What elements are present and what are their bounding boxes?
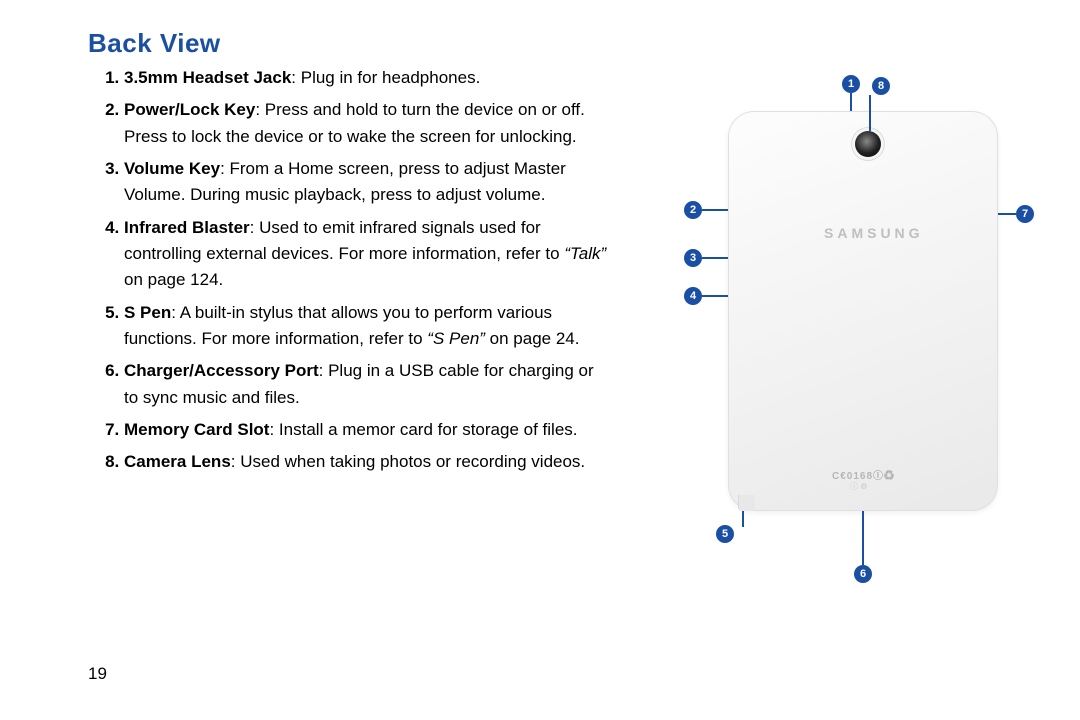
callout-lead (742, 511, 744, 527)
feature-term: Camera Lens (124, 452, 231, 471)
callout-number: 5 (716, 525, 734, 543)
feature-desc: on page 124. (124, 270, 223, 289)
feature-term: Charger/Accessory Port (124, 361, 319, 380)
cross-reference: “Talk” (564, 244, 606, 263)
feature-desc: : Plug in for headphones. (291, 68, 480, 87)
callout-lead (998, 213, 1016, 215)
callout-number: 7 (1016, 205, 1034, 223)
feature-item: Power/Lock Key: Press and hold to turn t… (124, 97, 608, 150)
device-back (728, 111, 998, 511)
callout-lead (869, 95, 871, 131)
feature-item: S Pen: A built-in stylus that allows you… (124, 300, 608, 353)
feature-term: Volume Key (124, 159, 220, 178)
callout-number: 1 (842, 75, 860, 93)
callout-number: 8 (872, 77, 890, 95)
callout-number: 6 (854, 565, 872, 583)
feature-term: 3.5mm Headset Jack (124, 68, 291, 87)
feature-item: Infrared Blaster: Used to emit infrared … (124, 215, 608, 294)
callout-lead (702, 257, 728, 259)
callout-number: 4 (684, 287, 702, 305)
feature-term: Memory Card Slot (124, 420, 269, 439)
camera-lens-icon (855, 131, 881, 157)
feature-list: 3.5mm Headset Jack: Plug in for headphon… (88, 65, 608, 476)
feature-item: Volume Key: From a Home screen, press to… (124, 156, 608, 209)
feature-item: Camera Lens: Used when taking photos or … (124, 449, 608, 475)
feature-term: Power/Lock Key (124, 100, 255, 119)
callout-number: 2 (684, 201, 702, 219)
content-columns: 3.5mm Headset Jack: Plug in for headphon… (88, 65, 1040, 665)
feature-desc: : Install a memor card for storage of fi… (269, 420, 577, 439)
feature-term: Infrared Blaster (124, 218, 250, 237)
callout-lead (862, 511, 864, 565)
feature-item: 3.5mm Headset Jack: Plug in for headphon… (124, 65, 608, 91)
page-number: 19 (88, 664, 107, 684)
device-diagram: SAMSUNG C€0168Ⓘ♻ⓘ ⚙ 18 2 3 4 7 5 6 (618, 65, 1038, 665)
manual-page: Back View 3.5mm Headset Jack: Plug in fo… (0, 0, 1080, 720)
callout-lead (850, 93, 852, 111)
text-column: 3.5mm Headset Jack: Plug in for headphon… (88, 65, 618, 482)
callout-number: 3 (684, 249, 702, 267)
s-pen-slot (738, 495, 755, 511)
feature-term: S Pen (124, 303, 171, 322)
brand-logo: SAMSUNG (824, 225, 924, 241)
certification-text: C€0168Ⓘ♻ (832, 467, 895, 482)
cross-reference: “S Pen” (427, 329, 485, 348)
feature-item: Charger/Accessory Port: Plug in a USB ca… (124, 358, 608, 411)
certification-icons: ⓘ ⚙ (850, 481, 867, 492)
feature-desc: on page 24. (485, 329, 580, 348)
feature-item: Memory Card Slot: Install a memor card f… (124, 417, 608, 443)
feature-desc: : Used when taking photos or recording v… (231, 452, 585, 471)
callout-lead (702, 209, 728, 211)
section-title: Back View (88, 28, 1040, 59)
callout-lead (702, 295, 728, 297)
